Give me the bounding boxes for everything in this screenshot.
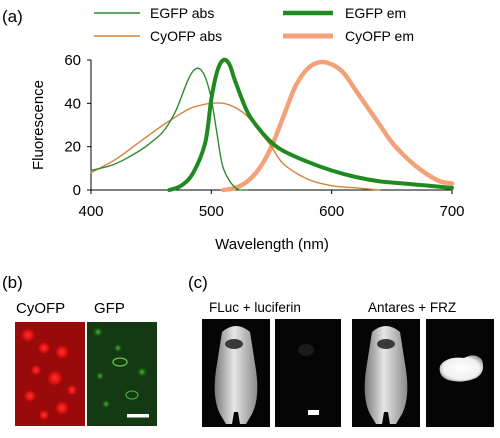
x-tick-label: 700 [439,203,464,220]
fluc-caption: FLuc + luciferin [209,300,301,315]
cyofp-abs-line [90,102,381,191]
y-tick-label: 40 [64,95,81,112]
series-layer [90,57,455,193]
panel-label-c: (c) [188,273,208,292]
cyofp-em-line [221,59,455,193]
panel-label-b: (b) [2,273,23,292]
x-tick-label: 400 [78,203,103,220]
legend-label-egfp-em: EGFP em [345,5,406,21]
fluc-photo-panel [202,319,270,427]
gfp-micrograph [87,322,157,426]
gfp-scale-bar [127,414,149,418]
y-tick-label: 0 [73,182,81,199]
fluc-scale-bar [308,410,319,415]
cyofp-image-label: CyOFP [16,300,65,317]
antares-photo-panel [352,319,420,427]
x-tick-label: 600 [319,203,344,220]
x-tick-label: 500 [199,203,224,220]
cyofp-micrograph [15,322,85,426]
fluc-luminescence-panel [275,319,341,427]
panel-label-a: (a) [2,7,23,26]
legend-label-cyofp-abs: CyOFP abs [150,28,222,44]
y-tick-label: 20 [64,139,81,156]
legend-label-egfp-abs: EGFP abs [150,5,214,21]
egfp-abs-line [90,67,249,191]
gfp-image-label: GFP [94,300,125,317]
antares-caption: Antares + FRZ [368,300,456,315]
spectra-chart: 400 500 600 700 0 20 40 60 Fluorescence Wavelen… [30,5,465,253]
chart-axes [90,60,452,191]
y-tick-label: 60 [64,52,81,69]
y-axis-label: Fluorescence [30,80,47,170]
x-axis-label: Wavelength (nm) [215,236,329,253]
axis-ticks: 400 500 600 700 0 20 40 60 [64,52,464,220]
antares-luminescence-panel [426,319,494,427]
legend-label-cyofp-em: CyOFP em [345,28,414,44]
egfp-em-line [167,57,454,192]
chart-legend: EGFP abs EGFP em CyOFP abs CyOFP em [94,5,414,44]
